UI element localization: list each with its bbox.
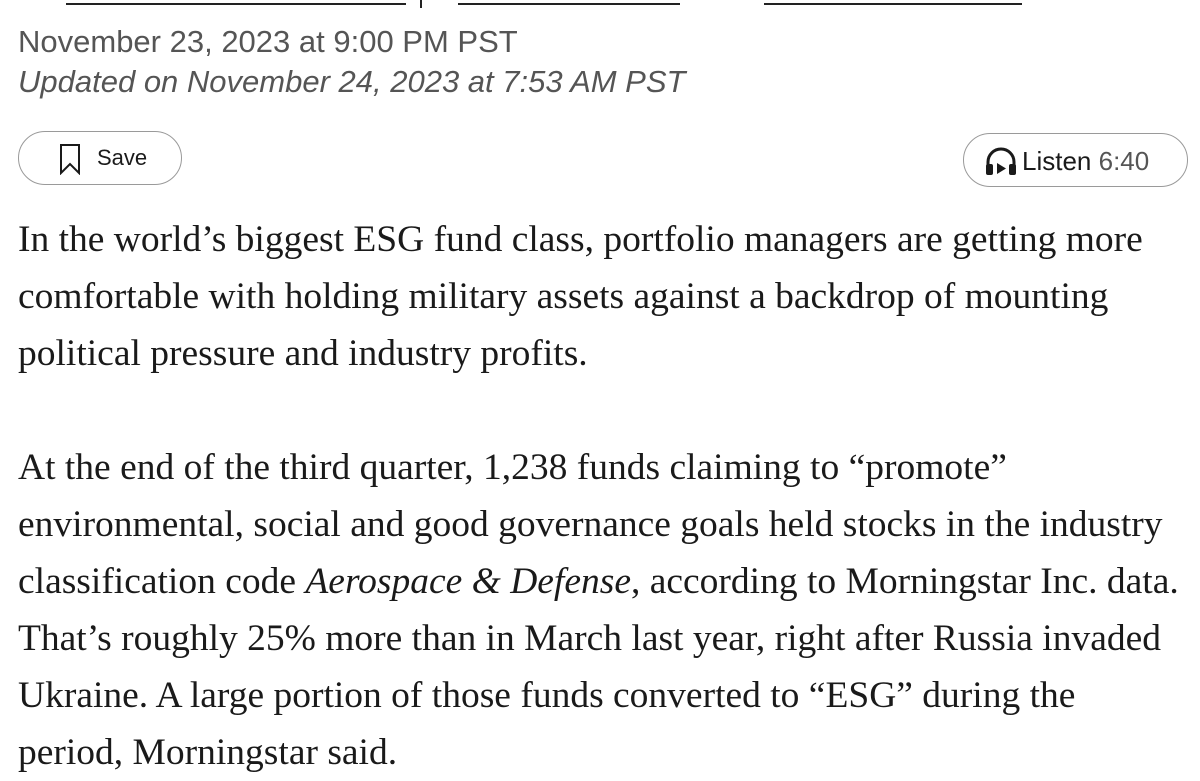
- industry-code-emphasis: Aerospace & Defense: [305, 561, 631, 602]
- listen-label: Listen 6:40: [1022, 146, 1150, 176]
- article-body: In the world’s biggest ESG fund class, p…: [18, 211, 1188, 781]
- save-button[interactable]: Save: [18, 131, 182, 185]
- author-link-underline[interactable]: [764, 3, 1022, 5]
- listen-duration: 6:40: [1098, 146, 1150, 176]
- headphones-icon: [986, 147, 1016, 175]
- underline-separator: [420, 0, 422, 8]
- published-date: November 23, 2023 at 9:00 PM PST: [18, 24, 518, 59]
- author-link-underline[interactable]: [66, 3, 406, 5]
- updated-date: Updated on November 24, 2023 at 7:53 AM …: [18, 64, 686, 99]
- byline-author-links-partial[interactable]: [0, 0, 1200, 8]
- author-link-underline[interactable]: [458, 3, 680, 5]
- article-dateline: November 23, 2023 at 9:00 PM PST Updated…: [18, 22, 685, 102]
- paragraph: In the world’s biggest ESG fund class, p…: [18, 219, 1143, 374]
- save-label: Save: [97, 145, 148, 170]
- listen-button[interactable]: Listen 6:40: [963, 133, 1188, 187]
- paragraph: At the end of the third quarter, 1,238 f…: [18, 447, 1179, 773]
- bookmark-icon: [60, 144, 80, 175]
